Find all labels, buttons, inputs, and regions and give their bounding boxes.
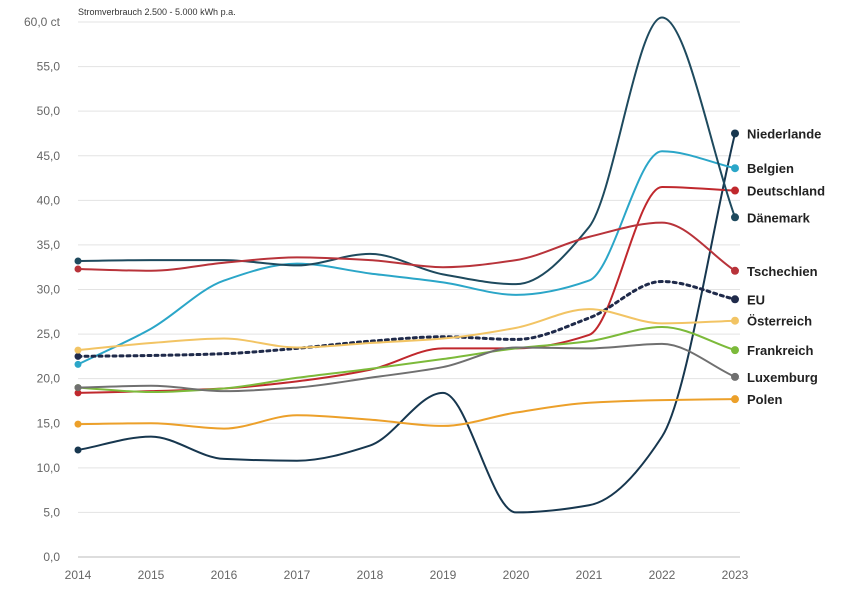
y-tick-label: 50,0 [37,104,61,118]
series-label-luxemburg: Luxemburg [747,370,818,385]
series-start-point-polen [74,420,82,428]
y-tick-label: 15,0 [37,416,61,430]
series-line-dänemark [77,16,736,286]
x-tick-label: 2019 [430,568,457,582]
series-line-belgien [77,150,736,366]
series-line-frankreich [77,325,736,394]
series-line-österreich [77,308,736,352]
series-label-belgien: Belgien [747,161,794,176]
series-label-niederlande: Niederlande [747,126,821,141]
series-label-deutschland: Deutschland [747,184,825,199]
x-tick-label: 2020 [503,568,530,582]
y-tick-label: 35,0 [37,238,61,252]
series-start-point-luxemburg [74,384,82,392]
y-tick-label: 20,0 [37,372,61,386]
y-tick-label: 55,0 [37,60,61,74]
y-tick-label: 40,0 [37,193,61,207]
x-tick-label: 2023 [722,568,749,582]
series-line-eu [76,279,737,358]
series-label-österreich: Österreich [747,314,812,329]
y-tick-label: 0,0 [43,550,60,564]
series-end-point-tschechien [731,266,739,275]
series-line-polen [77,398,736,430]
x-axis-ticks: 2014 2015 2016 2017 2018 2019 2020 2021 2022 2023 [65,568,749,582]
series-start-point-niederlande [74,446,82,454]
series-end-point-frankreich [731,346,739,355]
y-tick-label: 25,0 [37,327,61,341]
x-tick-label: 2016 [211,568,238,582]
series-end-point-luxemburg [731,372,739,381]
series-start-point-dänemark [74,257,82,265]
series-start-point-belgien [74,360,82,368]
x-tick-label: 2021 [576,568,603,582]
x-tick-label: 2022 [649,568,676,582]
chart-subtitle: Stromverbrauch 2.500 - 5.000 kWh p.a. [78,7,236,17]
series-label-polen: Polen [747,392,782,407]
y-tick-label: 5,0 [43,505,60,519]
series-line-niederlande [77,132,736,514]
series-end-point-belgien [731,164,739,173]
series-start-point-deutschland [74,389,82,397]
y-tick-label: 45,0 [37,149,61,163]
series-start-point-österreich [74,346,82,354]
series-line-luxemburg [77,342,736,393]
y-tick-label: 60,0 ct [24,15,61,29]
y-tick-label: 10,0 [37,461,61,475]
x-tick-label: 2018 [357,568,384,582]
series-label-tschechien: Tschechien [747,264,818,279]
series-end-point-polen [731,395,739,404]
y-tick-label: 30,0 [37,283,61,297]
y-axis-ticks: 0,0 5,0 10,0 15,0 20,0 25,0 30,0 35,0 40,0 45,0 50… [24,15,61,564]
series-label-frankreich: Frankreich [747,343,814,358]
x-tick-label: 2014 [65,568,92,582]
series-label-eu: EU [747,292,765,307]
series-lines [74,16,739,514]
gridlines [78,21,740,558]
series-start-point-eu [74,352,82,360]
series-start-point-tschechien [74,265,82,273]
series-end-point-eu [731,295,739,304]
series-end-point-niederlande [731,129,739,138]
series-label-dänemark: Dänemark [747,210,811,225]
x-tick-label: 2015 [138,568,165,582]
series-end-point-dänemark [731,213,739,222]
x-tick-label: 2017 [284,568,311,582]
series-end-point-deutschland [731,186,739,195]
series-labels: Niederlande Belgien Deutschland Dänemark Tsc… [747,126,825,407]
series-end-point-österreich [731,316,739,325]
series-line-tschechien [77,221,736,272]
